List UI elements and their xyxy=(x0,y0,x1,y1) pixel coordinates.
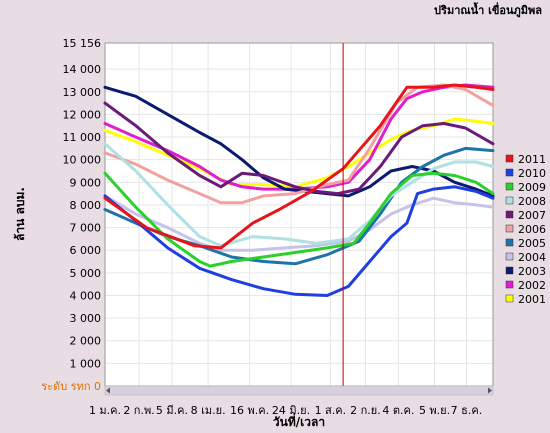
legend-label-2003: 2003 xyxy=(518,265,546,278)
y-tick-label: 3 000 xyxy=(70,312,102,325)
series-line-2009 xyxy=(103,171,495,268)
legend-swatch-2007 xyxy=(505,210,514,219)
series-line-2008 xyxy=(103,142,495,248)
x-tick-label: 1 ส.ค. xyxy=(315,404,347,417)
x-tick-label: 16 พ.ค. xyxy=(230,404,269,417)
chart-title: ปริมาณน้ำ เขื่อนภูมิพล xyxy=(434,4,542,17)
legend-label-2001: 2001 xyxy=(518,293,546,306)
series-line-2002 xyxy=(103,83,495,191)
legend-label-2004: 2004 xyxy=(518,251,546,264)
legend-swatch-2001 xyxy=(505,294,514,303)
legend-swatch-2009 xyxy=(505,182,514,191)
scrollbar[interactable] xyxy=(104,385,494,396)
legend-swatch-2003 xyxy=(505,266,514,275)
plot-area xyxy=(105,43,493,386)
y-tick-label: 9 000 xyxy=(70,176,102,189)
legend-swatch-2004 xyxy=(505,252,514,261)
legend-label-2008: 2008 xyxy=(518,195,546,208)
legend-label-2011: 2011 xyxy=(518,153,546,166)
series-line-2007 xyxy=(103,101,495,196)
y-tick-label: 15 156 xyxy=(63,37,102,50)
series-line-2004 xyxy=(103,194,495,252)
legend-label-2005: 2005 xyxy=(518,237,546,250)
legend-label-2002: 2002 xyxy=(518,279,546,292)
scroll-right-arrow[interactable] xyxy=(488,387,492,394)
y-tick-label: 1 000 xyxy=(70,357,102,370)
legend-label-2010: 2010 xyxy=(518,167,546,180)
y-tick-label: 5 000 xyxy=(70,267,102,280)
series-lines xyxy=(103,83,495,297)
y-tick-label: 11 000 xyxy=(63,131,102,144)
scroll-left-arrow[interactable] xyxy=(106,387,110,394)
legend-swatch-2011 xyxy=(505,154,514,163)
y-tick-label: 14 000 xyxy=(63,63,102,76)
legend-swatch-2002 xyxy=(505,280,514,289)
x-axis-ticks: 1 ม.ค. 2 ก.พ. 5 มี.ค. 8 เม.ย. 16 พ.ค. 24 มิ.ย… xyxy=(89,404,482,417)
legend-swatch-2010 xyxy=(505,168,514,177)
y-tick-label: 10 000 xyxy=(63,154,102,167)
y-tick-label: 2 000 xyxy=(70,335,102,348)
legend-swatch-2006 xyxy=(505,224,514,233)
x-tick-label: 8 เม.ย. xyxy=(191,404,226,417)
x-tick-label: 7 ธ.ค. xyxy=(451,404,483,417)
x-tick-label: 5 มี.ค. xyxy=(156,404,188,417)
legend-label-2007: 2007 xyxy=(518,209,546,222)
y-tick-label: 6 000 xyxy=(70,244,102,257)
y-tick-label: 13 000 xyxy=(63,86,102,99)
y-tick-label: 12 000 xyxy=(63,108,102,121)
y-axis-ticks: ระดับ รทก 0 1 000 2 000 3 000 4 000 5 000 6 00… xyxy=(41,37,101,393)
legend: 2011201020092008200720062005200420032002… xyxy=(505,153,546,306)
legend-swatch-2008 xyxy=(505,196,514,205)
y-tick-label: 4 000 xyxy=(70,289,102,302)
scrollbar-track[interactable] xyxy=(104,385,494,396)
x-tick-label: 2 ก.พ. xyxy=(123,404,154,417)
series-line-2010 xyxy=(103,185,495,297)
y-tick-label: 7 000 xyxy=(70,222,102,235)
legend-label-2009: 2009 xyxy=(518,181,546,194)
x-tick-label: 1 ม.ค. xyxy=(89,404,121,417)
series-line-2011 xyxy=(103,83,495,250)
legend-label-2006: 2006 xyxy=(518,223,546,236)
y-tick-label: 8 000 xyxy=(70,199,102,212)
x-tick-label: 2 ก.ย. xyxy=(350,404,381,417)
y-axis-title: ล้าน ลบม. xyxy=(13,187,27,241)
x-tick-label: 24 มิ.ย. xyxy=(272,404,310,417)
y-tick-label: ระดับ รทก 0 xyxy=(41,380,101,393)
x-axis-title: วันที่/เวลา xyxy=(273,413,325,429)
legend-swatch-2005 xyxy=(505,238,514,247)
x-tick-label: 5 พ.ย. xyxy=(419,404,450,417)
x-tick-label: 4 ต.ค. xyxy=(382,404,414,417)
